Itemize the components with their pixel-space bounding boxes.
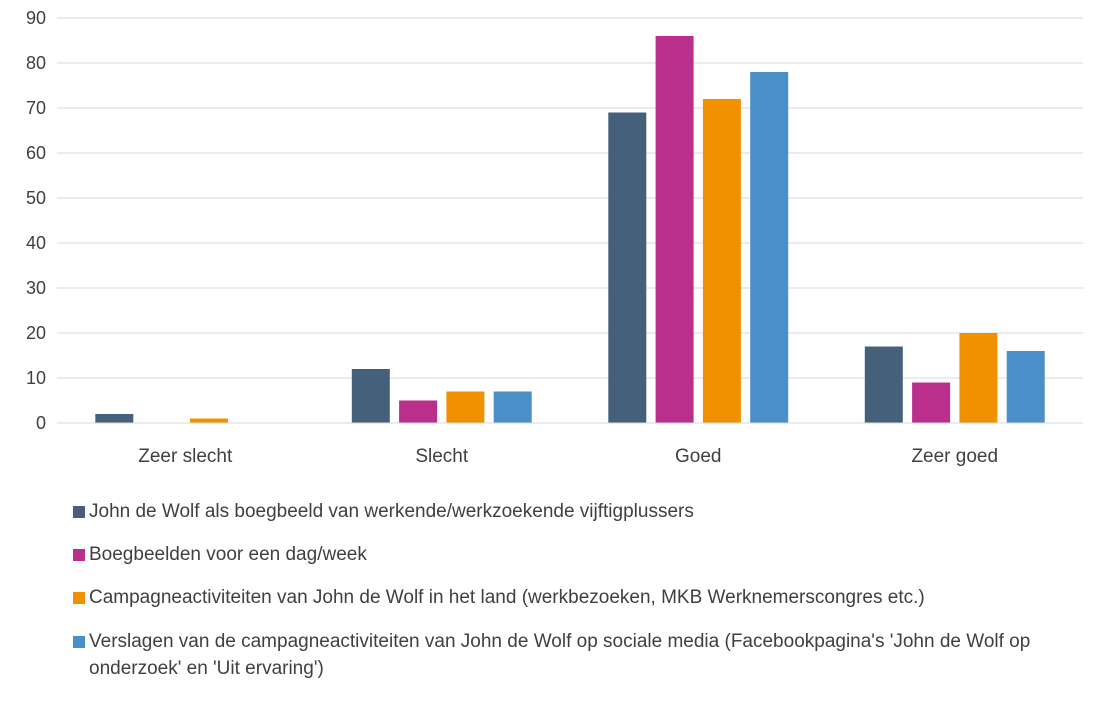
- legend-swatch: [73, 549, 85, 561]
- x-category-label: Slecht: [415, 446, 469, 467]
- x-category-label: Zeer slecht: [138, 446, 233, 467]
- bar: [399, 400, 438, 423]
- y-tick-label: 20: [26, 323, 46, 343]
- bar: [912, 382, 951, 423]
- legend-swatch: [73, 506, 85, 518]
- bar-chart: 0 10 20 30 40 50 60 70 80 90 Zeer slecht Slecht Goe…: [26, 8, 1083, 467]
- legend-label: John de Wolf als boegbeeld van werkende/…: [89, 501, 694, 522]
- legend-label: Boegbeelden voor een dag/week: [89, 544, 367, 565]
- bar: [959, 333, 998, 423]
- bar: [864, 346, 903, 423]
- legend-item: Boegbeelden voor een dag/week: [73, 541, 1073, 568]
- gridlines: [57, 17, 1083, 379]
- y-tick-label: 90: [26, 8, 46, 28]
- bar: [655, 36, 694, 423]
- y-tick-label: 60: [26, 143, 46, 163]
- y-tick-label: 0: [36, 413, 46, 433]
- y-axis-ticks: 0 10 20 30 40 50 60 70 80 90: [26, 8, 46, 433]
- bar: [1006, 351, 1045, 423]
- y-tick-label: 40: [26, 233, 46, 253]
- y-tick-label: 70: [26, 98, 46, 118]
- legend-item: Verslagen van de campagneactiviteiten va…: [73, 628, 1073, 682]
- x-category-label: Zeer goed: [911, 446, 998, 467]
- x-axis-categories: Zeer slecht Slecht Goed Zeer goed: [138, 446, 998, 467]
- y-tick-label: 50: [26, 188, 46, 208]
- bar: [189, 418, 228, 423]
- legend-swatch: [73, 592, 85, 604]
- legend: John de Wolf als boegbeeld van werkende/…: [73, 498, 1073, 698]
- bar: [351, 369, 390, 423]
- bar: [446, 391, 485, 423]
- legend-swatch: [73, 636, 85, 648]
- y-tick-label: 80: [26, 53, 46, 73]
- bars: [95, 36, 1045, 423]
- bar: [493, 391, 532, 423]
- legend-label: Campagneactiviteiten van John de Wolf in…: [89, 587, 925, 608]
- legend-label: Verslagen van de campagneactiviteiten va…: [89, 631, 1031, 679]
- y-tick-label: 30: [26, 278, 46, 298]
- legend-item: Campagneactiviteiten van John de Wolf in…: [73, 584, 1073, 611]
- y-tick-label: 10: [26, 368, 46, 388]
- bar: [702, 99, 741, 423]
- bar: [608, 112, 647, 423]
- bar: [750, 72, 789, 423]
- legend-item: John de Wolf als boegbeeld van werkende/…: [73, 498, 1073, 525]
- x-category-label: Goed: [675, 446, 721, 467]
- bar: [95, 414, 134, 423]
